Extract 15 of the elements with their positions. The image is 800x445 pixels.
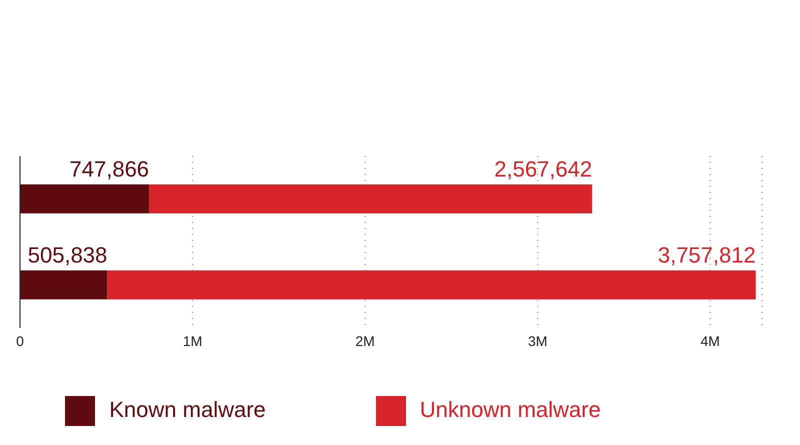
bar (107, 270, 756, 300)
x-tick-label: 1M (182, 332, 202, 349)
legend-label: Known malware (109, 396, 266, 422)
x-tick-label: 2M (355, 332, 375, 349)
bar (20, 270, 108, 300)
x-tick-label: 3M (528, 332, 548, 349)
data-label: 3,757,812 (658, 242, 756, 268)
data-label: 747,866 (70, 156, 150, 182)
bar (149, 184, 592, 214)
x-tick-label: 0 (16, 332, 24, 349)
legend-label: Unknown malware (420, 396, 601, 422)
data-label: 2,567,642 (494, 156, 592, 182)
x-tick-label: 4M (700, 332, 720, 349)
data-label: 505,838 (28, 242, 108, 268)
bar (20, 184, 150, 214)
